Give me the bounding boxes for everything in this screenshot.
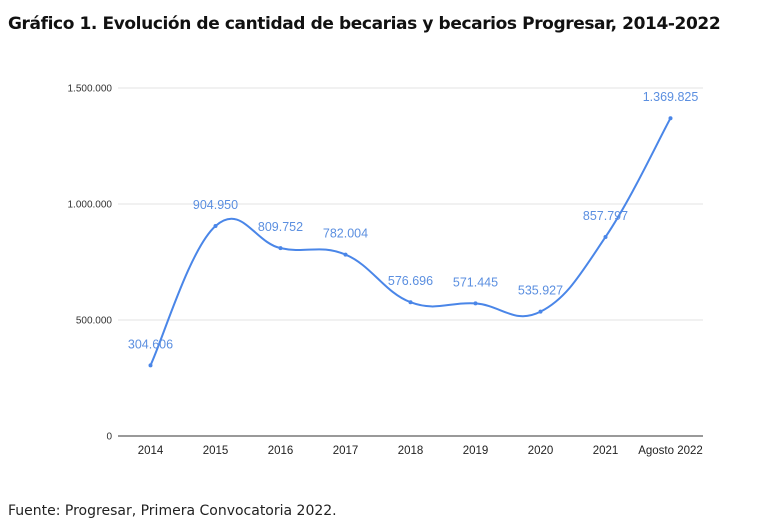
data-point [343, 252, 348, 257]
data-point [668, 116, 673, 121]
y-tick-label: 1.000.000 [68, 200, 113, 211]
data-label: 576.696 [388, 274, 433, 288]
data-label: 535.927 [518, 284, 563, 298]
data-labels: 304.606 904.950 809.752 782.004 576.696 571.4… [128, 90, 698, 351]
y-tick-label: 1.500.000 [68, 84, 113, 95]
data-label: 809.752 [258, 220, 303, 234]
data-points [148, 116, 673, 368]
data-label: 571.445 [453, 275, 498, 289]
y-axis-ticks: 0 500.000 1.000.000 1.500.000 [68, 84, 113, 443]
series-line [149, 117, 672, 366]
data-point [278, 246, 283, 251]
data-point [603, 234, 608, 239]
x-tick-label: 2014 [138, 445, 164, 457]
x-tick-label: 2021 [593, 445, 619, 457]
x-tick-label: 2016 [268, 445, 294, 457]
data-label: 904.950 [193, 198, 238, 212]
series-line-path [149, 117, 672, 366]
data-point [473, 301, 478, 306]
data-point [213, 224, 218, 229]
data-label: 1.369.825 [643, 90, 699, 104]
x-tick-label: 2015 [203, 445, 229, 457]
x-tick-label: 2018 [398, 445, 424, 457]
y-tick-label: 0 [106, 432, 112, 443]
data-point [148, 363, 153, 368]
x-axis-ticks: 2014 2015 2016 2017 2018 2019 2020 2021 Agosto 2… [138, 445, 703, 457]
x-tick-label: 2019 [463, 445, 489, 457]
chart-title: Gráfico 1. Evolución de cantidad de beca… [8, 14, 721, 34]
x-tick-label: 2020 [528, 445, 554, 457]
x-tick-label: 2017 [333, 445, 359, 457]
data-label: 782.004 [323, 227, 368, 241]
data-point [408, 300, 413, 305]
y-tick-label: 500.000 [76, 316, 113, 327]
gridlines [118, 87, 703, 437]
data-point [538, 309, 543, 314]
data-label: 857.797 [583, 209, 628, 223]
data-label: 304.606 [128, 337, 173, 351]
source-note: Fuente: Progresar, Primera Convocatoria … [8, 503, 337, 519]
x-tick-label: Agosto 2022 [638, 445, 703, 457]
